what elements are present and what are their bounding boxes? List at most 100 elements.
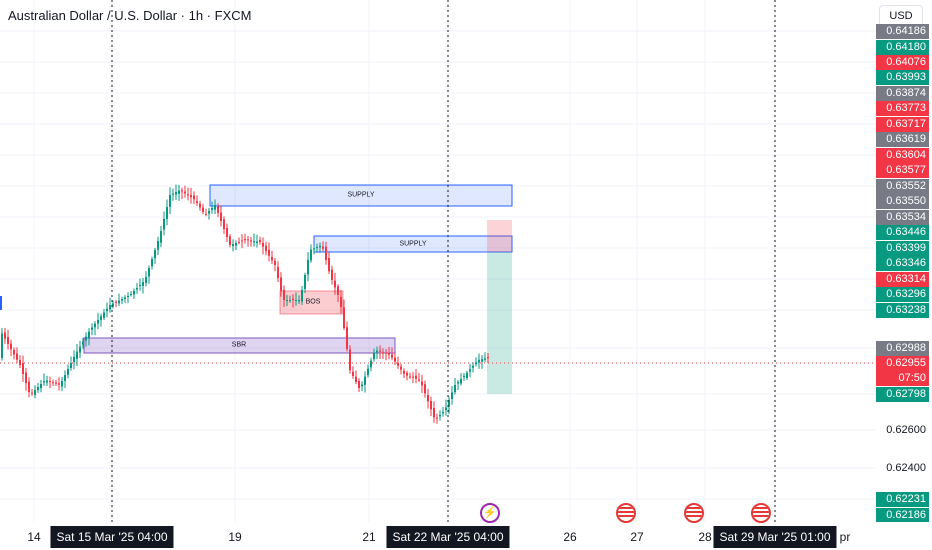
- candle-body: [421, 381, 423, 386]
- candle-body: [229, 236, 231, 245]
- candle-body: [466, 372, 468, 378]
- price-label: 0.63296: [876, 287, 929, 302]
- time-tick: 14: [27, 530, 41, 544]
- us-flag-icon[interactable]: [751, 503, 771, 523]
- time-tick: 21: [362, 530, 376, 544]
- candle-body: [163, 219, 165, 230]
- price-label: 0.63993: [876, 70, 929, 85]
- lightning-icon[interactable]: ⚡: [480, 503, 500, 523]
- candle-body: [367, 368, 369, 376]
- candle-body: [196, 201, 198, 203]
- candle-body: [40, 384, 42, 389]
- candle-body: [145, 277, 147, 283]
- edge-marker: [0, 296, 2, 310]
- time-tick: 27: [630, 530, 644, 544]
- candle-body: [259, 239, 261, 242]
- candle-body: [433, 408, 435, 418]
- candle-body: [64, 375, 66, 381]
- candle-body: [88, 331, 90, 338]
- candle-body: [310, 249, 312, 261]
- candle-body: [133, 291, 135, 295]
- candle-body: [214, 205, 216, 210]
- candle-body: [58, 383, 60, 385]
- candle-body: [181, 190, 183, 192]
- candle-body: [82, 341, 84, 345]
- candle-body: [175, 192, 177, 195]
- price-label: 0.64076: [876, 55, 929, 70]
- candle-body: [271, 256, 273, 261]
- candle-body: [277, 266, 279, 279]
- candle-body: [103, 312, 105, 318]
- candle-body: [37, 387, 39, 391]
- candle-body: [70, 363, 72, 368]
- candle-body: [220, 212, 222, 221]
- price-label: 0.63577: [876, 163, 929, 178]
- candle-body: [112, 303, 114, 307]
- candle-body: [391, 354, 393, 358]
- candle-body: [85, 336, 87, 341]
- chart-area[interactable]: [0, 0, 876, 522]
- candle-body: [478, 359, 480, 363]
- candle-body: [355, 376, 357, 382]
- candle-body: [364, 376, 366, 385]
- candle-body: [337, 286, 339, 295]
- candle-body: [361, 384, 363, 387]
- candle-body: [328, 258, 330, 272]
- time-tick: 26: [563, 530, 577, 544]
- candle-body: [418, 379, 420, 381]
- candle-body: [253, 241, 255, 243]
- price-label: 0.62600: [886, 424, 926, 436]
- price-label: 0.63346: [876, 256, 929, 271]
- candle-body: [289, 300, 291, 301]
- candle-body: [187, 194, 189, 196]
- candle-body: [400, 366, 402, 370]
- candle-body: [238, 241, 240, 243]
- candle-body: [157, 241, 159, 250]
- us-flag-icon[interactable]: [684, 503, 704, 523]
- sbr-zone: [83, 337, 396, 354]
- crosshair-date-label: Sat 22 Mar '25 04:00: [386, 526, 510, 548]
- candle-body: [430, 400, 432, 410]
- crosshair-date-label: Sat 29 Mar '25 01:00: [713, 526, 837, 548]
- chart-canvas[interactable]: [0, 0, 876, 522]
- candle-body: [307, 260, 309, 275]
- candle-body: [475, 362, 477, 365]
- price-label: 0.63552: [876, 179, 929, 194]
- candle-body: [343, 307, 345, 328]
- price-label: 0.62988: [876, 341, 929, 356]
- candle-body: [223, 219, 225, 229]
- candle-body: [352, 371, 354, 376]
- candle-body: [472, 365, 474, 368]
- candle-body: [250, 240, 252, 242]
- candle-body: [142, 282, 144, 286]
- candle-body: [397, 362, 399, 366]
- candle-body: [394, 357, 396, 362]
- candle-body: [148, 268, 150, 277]
- candle-body: [424, 384, 426, 394]
- supply-zone: [313, 235, 513, 253]
- price-label: 0.63446: [876, 225, 929, 240]
- candle-body: [349, 349, 351, 370]
- candle-body: [232, 244, 234, 246]
- candle-body: [316, 247, 318, 249]
- candle-body: [109, 305, 111, 310]
- candle-body: [127, 296, 129, 297]
- candle-body: [385, 352, 387, 354]
- candle-body: [178, 190, 180, 194]
- price-label: 0.63717: [876, 117, 929, 132]
- us-flag-icon[interactable]: [616, 503, 636, 523]
- price-label: 07:50: [876, 371, 929, 386]
- candle-body: [124, 297, 126, 299]
- candle-body: [334, 280, 336, 288]
- candle-body: [358, 380, 360, 388]
- candle-body: [319, 245, 321, 248]
- price-label: 0.63238: [876, 303, 929, 318]
- sbr-zone-label: SBR: [231, 341, 247, 349]
- price-label: 0.64186: [876, 24, 929, 39]
- candle-body: [481, 359, 483, 362]
- candle-body: [208, 211, 210, 214]
- candle-body: [100, 316, 102, 320]
- time-tick: 19: [228, 530, 242, 544]
- candle-body: [406, 372, 408, 376]
- candle-body: [373, 352, 375, 360]
